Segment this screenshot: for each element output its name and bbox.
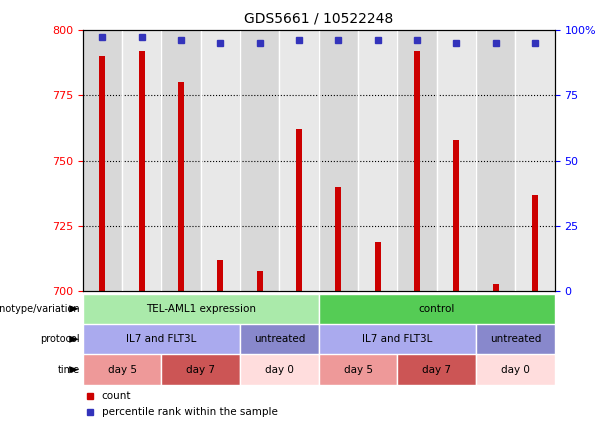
Bar — [99, 56, 105, 291]
Bar — [397, 354, 476, 385]
Polygon shape — [69, 305, 79, 312]
Bar — [397, 30, 436, 291]
Text: count: count — [102, 391, 131, 401]
Bar — [319, 354, 397, 385]
Text: IL7 and FLT3L: IL7 and FLT3L — [126, 334, 197, 344]
Bar — [83, 324, 240, 354]
Text: TEL-AML1 expression: TEL-AML1 expression — [146, 304, 256, 314]
Bar — [178, 82, 184, 291]
Bar — [83, 294, 319, 324]
Bar — [516, 30, 555, 291]
Text: time: time — [58, 365, 80, 375]
Bar — [476, 324, 555, 354]
Bar — [319, 324, 476, 354]
Text: day 7: day 7 — [422, 365, 451, 375]
Bar — [218, 260, 223, 291]
Bar — [83, 30, 122, 291]
Bar — [436, 30, 476, 291]
Text: day 5: day 5 — [344, 365, 373, 375]
Bar — [201, 30, 240, 291]
Polygon shape — [69, 366, 79, 373]
Text: protocol: protocol — [40, 334, 80, 344]
Bar — [296, 129, 302, 291]
Polygon shape — [69, 336, 79, 343]
Bar — [280, 30, 319, 291]
Bar — [454, 140, 459, 291]
Bar — [161, 354, 240, 385]
Bar — [476, 30, 516, 291]
Bar — [240, 324, 319, 354]
Bar — [335, 187, 341, 291]
Bar — [139, 51, 145, 291]
Bar — [414, 51, 420, 291]
Text: untreated: untreated — [490, 334, 541, 344]
Text: day 5: day 5 — [108, 365, 137, 375]
Bar — [240, 354, 319, 385]
Text: control: control — [419, 304, 455, 314]
Bar — [319, 30, 358, 291]
Bar — [358, 30, 397, 291]
Text: percentile rank within the sample: percentile rank within the sample — [102, 407, 278, 417]
Bar — [532, 195, 538, 291]
Text: untreated: untreated — [254, 334, 305, 344]
Bar — [476, 354, 555, 385]
Text: day 0: day 0 — [265, 365, 294, 375]
Bar — [375, 242, 381, 291]
Bar — [161, 30, 201, 291]
Bar — [122, 30, 161, 291]
Bar — [319, 294, 555, 324]
Title: GDS5661 / 10522248: GDS5661 / 10522248 — [244, 12, 394, 26]
Text: genotype/variation: genotype/variation — [0, 304, 80, 314]
Text: IL7 and FLT3L: IL7 and FLT3L — [362, 334, 433, 344]
Bar — [257, 270, 263, 291]
Bar — [240, 30, 280, 291]
Text: day 7: day 7 — [186, 365, 215, 375]
Text: day 0: day 0 — [501, 365, 530, 375]
Bar — [83, 354, 161, 385]
Bar — [493, 283, 499, 291]
